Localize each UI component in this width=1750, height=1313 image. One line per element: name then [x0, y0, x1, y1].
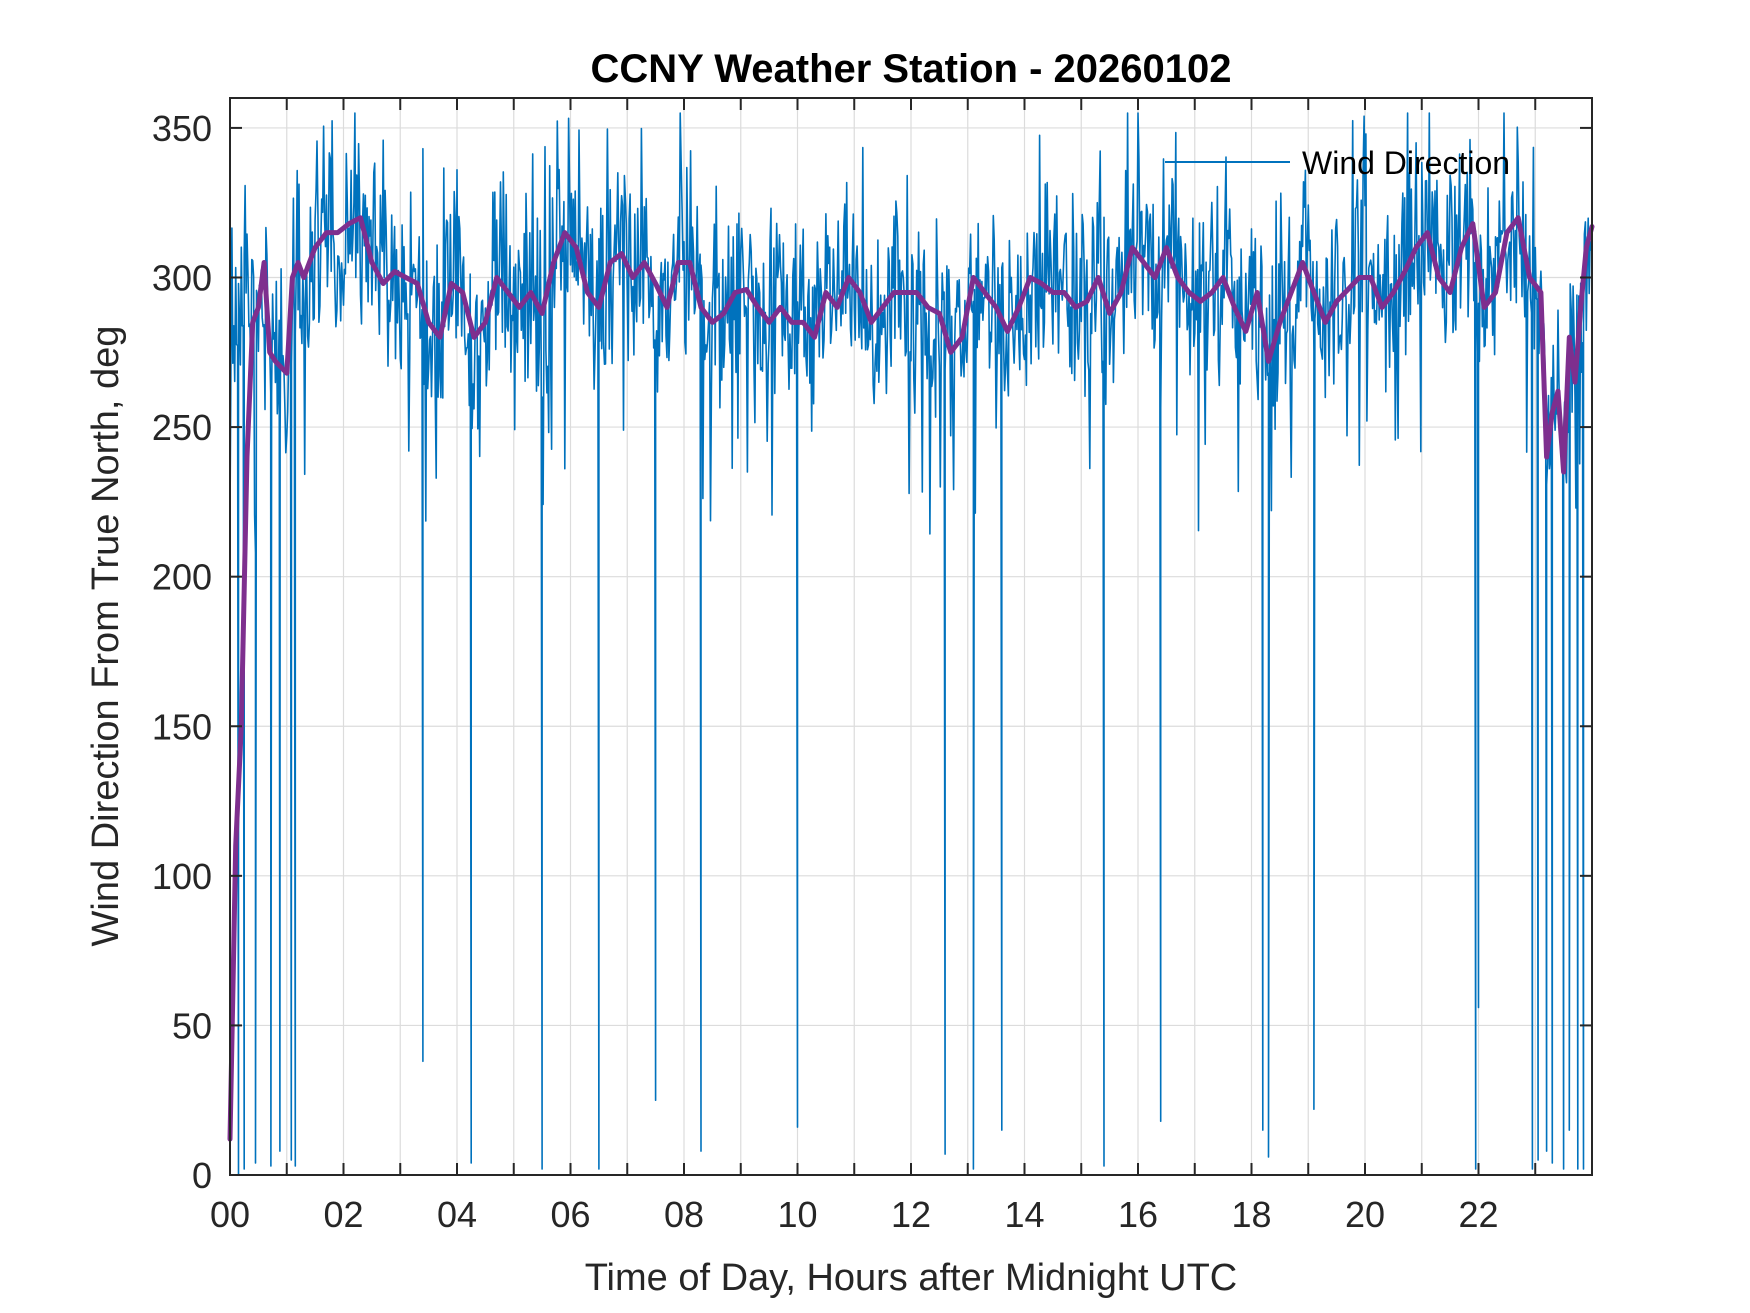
x-tick-label: 20: [1345, 1194, 1385, 1235]
y-tick-label: 300: [152, 258, 212, 299]
y-tick-label: 50: [172, 1005, 212, 1046]
x-tick-label: 10: [777, 1194, 817, 1235]
x-tick-label: 04: [437, 1194, 477, 1235]
legend: Wind Direction: [1165, 145, 1510, 181]
x-tick-label: 06: [550, 1194, 590, 1235]
x-tick-label: 16: [1118, 1194, 1158, 1235]
series-layer: [227, 112, 1595, 1176]
y-tick-label: 350: [152, 108, 212, 149]
legend-label-wind-direction: Wind Direction: [1302, 145, 1510, 181]
x-axis-label: Time of Day, Hours after Midnight UTC: [585, 1257, 1238, 1299]
chart-title: CCNY Weather Station - 20260102: [591, 47, 1232, 91]
x-tick-label: 08: [664, 1194, 704, 1235]
x-tick-label: 18: [1231, 1194, 1271, 1235]
y-axis-label: Wind Direction From True North, deg: [85, 326, 127, 947]
x-tick-label: 12: [891, 1194, 931, 1235]
tick-layer: 00 02 04 06 08 10 12 14 16 18 20 22 0 50 100 150 200 250 3…: [152, 98, 1593, 1235]
series-line-running-mean: [227, 215, 1595, 1142]
y-tick-label: 0: [192, 1155, 212, 1196]
x-tick-label: 00: [210, 1194, 250, 1235]
y-tick-label: 150: [152, 706, 212, 747]
x-tick-label: 02: [323, 1194, 363, 1235]
x-tick-label: 22: [1458, 1194, 1498, 1235]
y-tick-label: 250: [152, 407, 212, 448]
y-tick-label: 200: [152, 557, 212, 598]
y-tick-label: 100: [152, 856, 212, 897]
x-tick-label: 14: [1004, 1194, 1044, 1235]
